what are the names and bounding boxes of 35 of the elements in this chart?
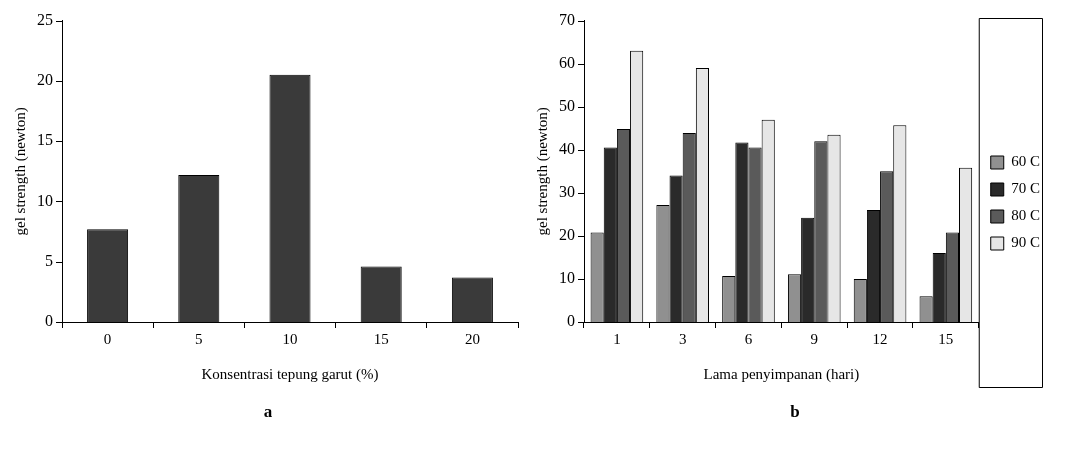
legend-label: 90 C [1011, 234, 1041, 251]
y-tick-label: 30 [559, 183, 575, 201]
y-tick-label: 10 [37, 191, 53, 209]
x-tick-label: 3 [678, 330, 687, 347]
y-tick-label: 15 [37, 131, 53, 149]
y-tick-label: 0 [567, 312, 575, 330]
y-tick-label: 70 [559, 10, 575, 28]
legend-label: 70 C [1011, 180, 1041, 197]
y-tick-label: 5 [45, 251, 53, 269]
y-tick-label: 0 [45, 312, 53, 330]
text: b [790, 402, 800, 422]
x-axis-title: Konsentrasi tepung garut (%) [201, 365, 379, 383]
y-tick-label: 20 [559, 226, 575, 244]
x-tick-label: 6 [744, 330, 753, 347]
y-tick-label: 40 [559, 139, 575, 157]
x-tick-label: 15 [373, 330, 389, 347]
x-tick-label: 20 [464, 330, 480, 347]
y-axis-title: gel strength (newton) [533, 107, 551, 236]
y-tick-label: 25 [37, 10, 53, 28]
x-tick-label: 15 [938, 330, 954, 347]
x-tick-label: 12 [872, 330, 888, 347]
x-tick-label: 1 [613, 330, 621, 347]
x-axis-title: Lama penyimpanan (hari) [703, 365, 860, 383]
y-tick-label: 20 [37, 71, 53, 89]
x-tick-label: 9 [810, 330, 819, 347]
legend-label: 60 C [1011, 153, 1041, 170]
y-tick-label: 60 [559, 53, 575, 71]
legend-label: 80 C [1011, 207, 1041, 224]
y-tick-label: 50 [559, 96, 575, 114]
text: a [263, 402, 273, 422]
x-tick-label: 0 [103, 330, 112, 347]
x-tick-label: 5 [195, 330, 203, 347]
y-tick-label: 10 [559, 269, 575, 287]
y-axis-title: gel strength (newton) [11, 107, 29, 236]
x-tick-label: 10 [282, 330, 298, 347]
